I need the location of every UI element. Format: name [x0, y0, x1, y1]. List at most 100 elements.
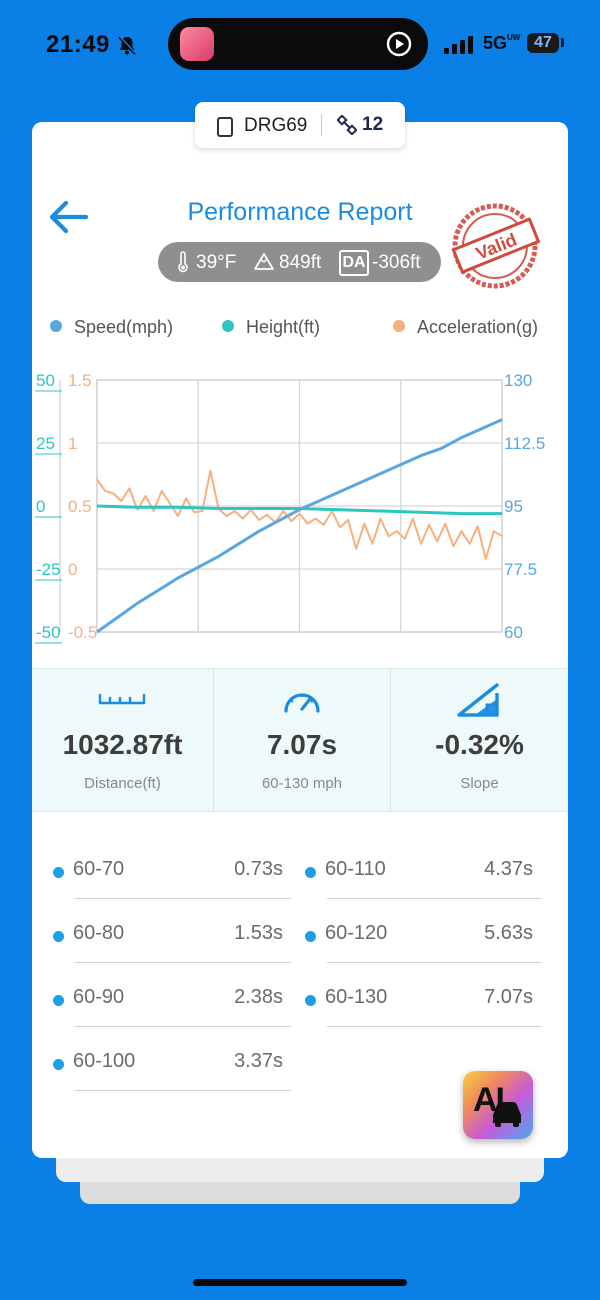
device-name: DRG69	[244, 115, 308, 136]
split-value: 0.73s	[234, 858, 283, 880]
distance-stat: 1032.87ft Distance(ft)	[32, 669, 213, 811]
split-value: 5.63s	[484, 922, 533, 944]
mountain-icon	[254, 253, 274, 270]
split-value: 1.53s	[234, 922, 283, 944]
speed-axis-tick: 112.5	[504, 434, 545, 453]
slope-label: Slope	[460, 775, 499, 792]
legend-acceleration: Acceleration(g)	[393, 317, 538, 338]
height-axis-tick: 50	[36, 371, 55, 390]
signal-icon	[444, 36, 473, 54]
split-dot	[305, 931, 316, 942]
thermometer-icon	[178, 251, 188, 273]
split-label: 60-110	[325, 858, 386, 880]
density-altitude-badge: DA	[339, 250, 369, 276]
legend-dot	[222, 320, 234, 333]
back-arrow-icon[interactable]	[48, 200, 88, 234]
app-icon[interactable]	[180, 27, 214, 61]
height-axis-tick: 0	[36, 497, 45, 516]
speed-axis-tick: 77.5	[504, 560, 537, 579]
status-bar: 21:49 5GUW 47	[0, 0, 600, 90]
altitude: 849ft	[279, 252, 322, 273]
ai-assistant-button[interactable]: AI	[463, 1071, 533, 1139]
split-row: 60-90 2.38s	[53, 986, 291, 1028]
split-value: 2.38s	[234, 986, 283, 1008]
time-label: 60-130 mph	[261, 775, 343, 792]
acceleration-line	[96, 469, 503, 560]
slope-value: -0.32%	[435, 729, 524, 760]
dynamic-island	[168, 18, 428, 70]
accel-axis-tick: 1.5	[68, 371, 92, 390]
height-axis-tick: 25	[36, 434, 55, 453]
split-divider	[75, 898, 291, 899]
height-axis-tick: -50	[36, 623, 61, 642]
split-divider	[327, 898, 541, 899]
stats-panel: 1032.87ft Distance(ft) 7.07s 60-130 mph …	[32, 668, 568, 812]
accel-axis-tick: 0	[68, 560, 77, 579]
valid-stamp: Valid	[451, 203, 541, 289]
speed-axis-tick: 60	[504, 623, 523, 642]
distance-label: Distance(ft)	[84, 775, 161, 792]
accel-axis-tick: 0.5	[68, 497, 92, 516]
battery-icon: 47	[527, 33, 559, 53]
conditions-pill: 39°F 849ft DA -306ft	[158, 242, 441, 282]
legend-dot	[50, 320, 62, 333]
split-value: 3.37s	[234, 1050, 283, 1072]
accel-axis-tick: 1	[68, 434, 77, 453]
device-pill[interactable]: DRG69 12	[195, 102, 405, 148]
performance-chart: 50 25 0 -25 -50 1.5 1 0.5 0 -0.5 130 112.5 95 77.5 60	[35, 371, 545, 644]
speedometer-icon	[284, 693, 320, 713]
density-altitude: -306ft	[372, 252, 421, 273]
split-row: 60-80 1.53s	[53, 922, 291, 964]
split-label: 60-120	[325, 922, 388, 944]
bell-muted-icon	[118, 35, 136, 55]
split-dot	[305, 867, 316, 878]
speed-line	[96, 418, 503, 634]
satellite-icon	[337, 115, 357, 135]
car-icon	[493, 1102, 521, 1127]
split-dot	[53, 995, 64, 1006]
satellite-count: 12	[362, 114, 384, 135]
legend-dot	[393, 320, 405, 333]
divider	[213, 669, 214, 811]
time-value: 7.07s	[266, 729, 338, 760]
distance-value: 1032.87ft	[62, 729, 183, 760]
temperature: 39°F	[196, 252, 237, 273]
split-divider	[75, 1090, 291, 1091]
status-time: 21:49	[46, 31, 110, 58]
split-label: 60-80	[73, 922, 125, 944]
network-label: 5GUW	[483, 33, 521, 53]
split-value: 4.37s	[484, 858, 533, 880]
split-label: 60-90	[73, 986, 125, 1008]
split-dot	[53, 867, 64, 878]
page-title: Performance Report	[187, 198, 413, 226]
split-divider	[75, 962, 291, 963]
ruler-icon	[98, 693, 146, 705]
time-stat: 7.07s 60-130 mph	[214, 669, 390, 811]
divider	[390, 669, 391, 811]
play-circle-icon[interactable]	[386, 31, 412, 57]
height-axis-tick: -25	[36, 560, 61, 579]
split-divider	[75, 1026, 291, 1027]
split-row: 60-130 7.07s	[305, 986, 541, 1028]
speed-axis-tick: 130	[504, 371, 532, 390]
split-label: 60-100	[73, 1050, 136, 1072]
chart-legend: Speed(mph) Height(ft) Acceleration(g)	[50, 314, 550, 340]
split-label: 60-130	[325, 986, 388, 1008]
battery-tip	[561, 38, 564, 47]
speed-axis-tick: 95	[504, 497, 523, 516]
split-row: 60-70 0.73s	[53, 858, 291, 900]
split-dot	[305, 995, 316, 1006]
split-row: 60-100 3.37s	[53, 1050, 291, 1092]
split-value: 7.07s	[484, 986, 533, 1008]
slope-icon	[457, 683, 499, 717]
device-icon	[217, 117, 233, 137]
split-dot	[53, 1059, 64, 1070]
split-dot	[53, 931, 64, 942]
split-row: 60-120 5.63s	[305, 922, 541, 964]
split-divider	[327, 962, 541, 963]
slope-stat: -0.32% Slope	[391, 669, 568, 811]
split-divider	[327, 1026, 541, 1027]
accel-axis-tick: -0.5	[68, 623, 97, 642]
split-label: 60-70	[73, 858, 125, 880]
legend-speed: Speed(mph)	[50, 317, 173, 338]
